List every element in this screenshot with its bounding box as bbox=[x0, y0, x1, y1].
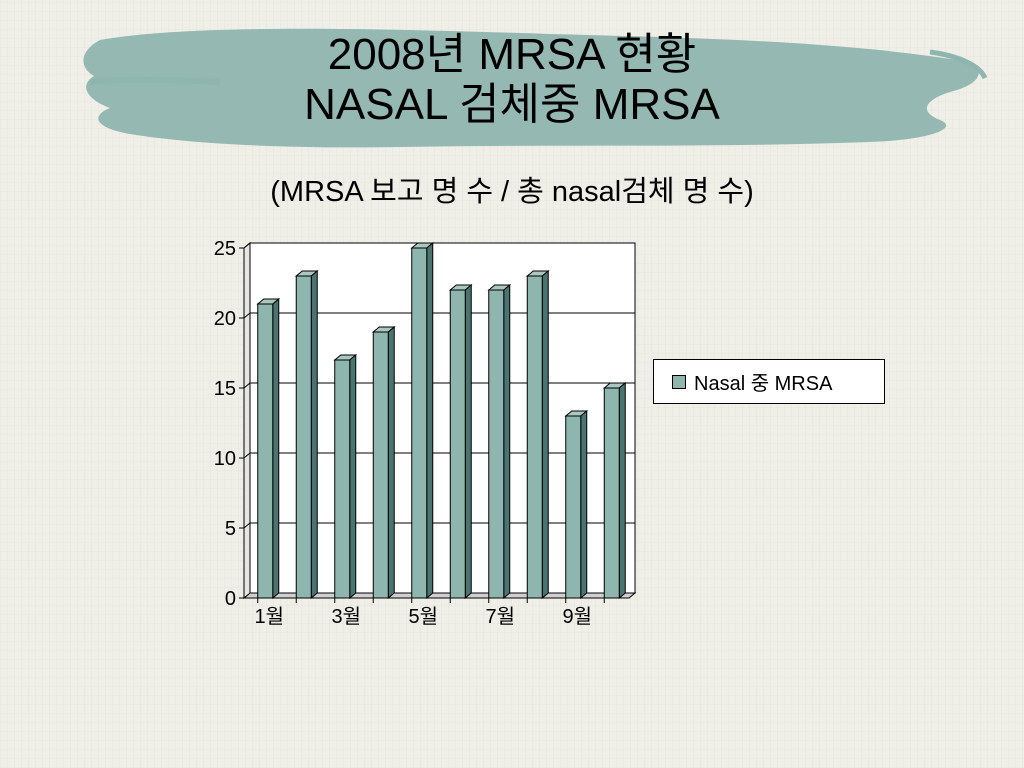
bar-side bbox=[503, 283, 511, 600]
bar bbox=[565, 415, 582, 599]
y-tick-label: 5 bbox=[225, 518, 236, 540]
y-tick-label: 20 bbox=[214, 308, 236, 330]
bar-side bbox=[272, 297, 280, 600]
legend-label: Nasal 중 MRSA bbox=[694, 373, 833, 395]
title-line-1: 2008년 MRSA 현황 bbox=[327, 30, 697, 79]
title-line-2: NASAL 검체중 MRSA bbox=[304, 80, 720, 129]
bar-side bbox=[310, 269, 318, 600]
bar-side bbox=[426, 241, 434, 600]
gridline-side bbox=[243, 242, 251, 249]
bar-side bbox=[541, 269, 549, 600]
slide-subtitle: (MRSA 보고 명 수 / 총 nasal검체 명 수) bbox=[270, 176, 754, 208]
chart-legend: Nasal 중 MRSA bbox=[653, 359, 885, 404]
bar-side bbox=[580, 409, 588, 600]
gridline-side bbox=[243, 312, 251, 319]
y-tick-label: 10 bbox=[214, 448, 236, 470]
bar bbox=[295, 275, 312, 599]
gridline-side bbox=[243, 522, 251, 529]
y-tick-label: 15 bbox=[214, 378, 236, 400]
x-tick-label: 7월 bbox=[485, 605, 515, 628]
bar-side bbox=[349, 353, 357, 600]
x-tick-label: 5월 bbox=[408, 605, 438, 628]
gridline-side bbox=[243, 452, 251, 459]
y-tick-label: 0 bbox=[225, 588, 236, 610]
bar bbox=[334, 359, 351, 599]
legend-swatch bbox=[672, 374, 686, 389]
slide-title: 2008년 MRSA 현황 NASAL 검체중 MRSA bbox=[0, 30, 1024, 130]
bar bbox=[526, 275, 543, 599]
bar bbox=[603, 387, 620, 599]
bar-side bbox=[464, 283, 472, 600]
bar bbox=[449, 289, 466, 599]
bar-side bbox=[387, 325, 395, 600]
x-tick-label: 1월 bbox=[254, 605, 284, 628]
y-tick-label: 25 bbox=[214, 238, 236, 260]
bar bbox=[488, 289, 505, 599]
bar bbox=[411, 247, 428, 599]
bar bbox=[257, 303, 274, 599]
bar bbox=[372, 331, 389, 599]
x-tick-label: 3월 bbox=[331, 605, 361, 628]
x-tick-label: 9월 bbox=[562, 605, 592, 628]
plot-side-wall bbox=[243, 241, 251, 600]
bar-side bbox=[618, 381, 626, 600]
gridline-side bbox=[243, 382, 251, 389]
brush-stroke-decoration bbox=[83, 28, 988, 148]
